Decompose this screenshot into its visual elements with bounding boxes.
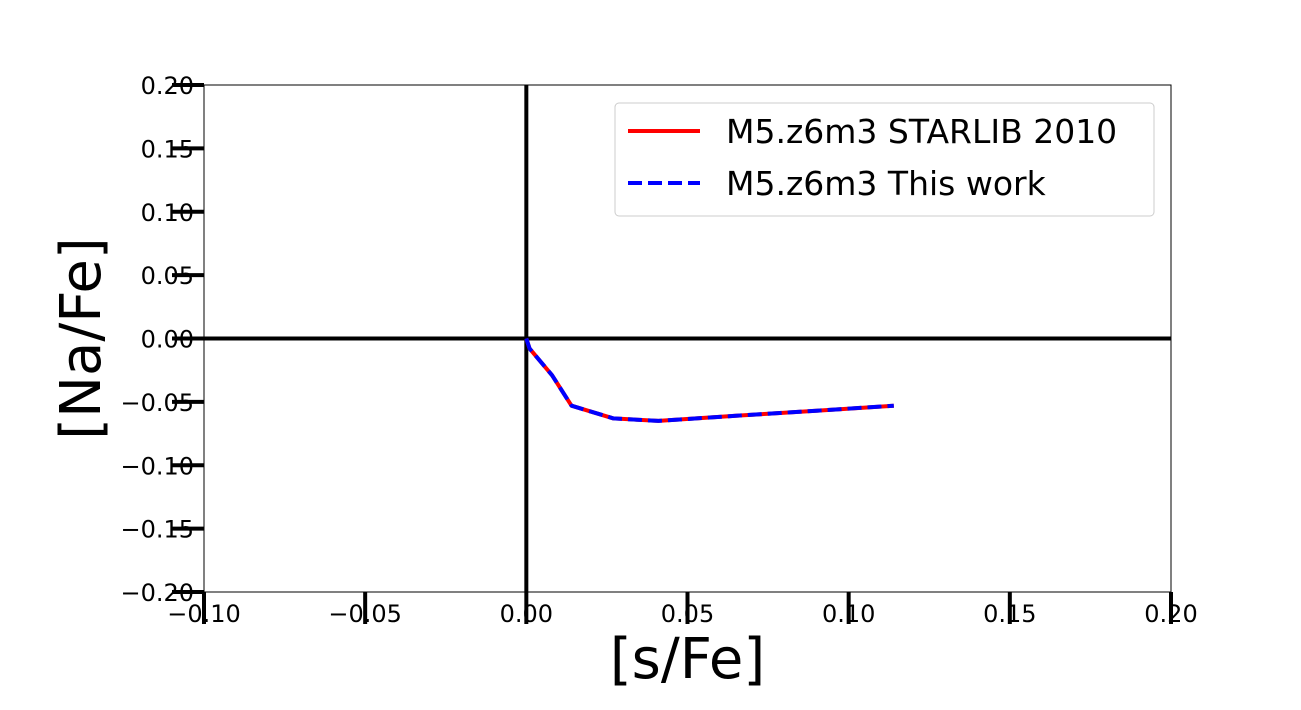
x-axis-label: [s/Fe] (610, 627, 765, 692)
x-tick-label: 0.10 (822, 600, 875, 628)
series-layer (524, 337, 894, 423)
legend-label-2: M5.z6m3 This work (726, 164, 1047, 203)
x-tick-label: −0.10 (167, 600, 241, 628)
legend-box (614, 102, 1155, 217)
x-tick-label: 0.05 (661, 600, 714, 628)
y-tick-label: 0.10 (141, 199, 194, 227)
y-axis-label: [Na/Fe] (49, 237, 114, 439)
series-line-2 (524, 337, 894, 423)
x-axis-ticks: −0.10 −0.05 0.00 0.05 0.10 0.15 0.20 (167, 592, 1198, 628)
y-tick-label: −0.10 (120, 452, 194, 480)
y-tick-label: 0.20 (141, 72, 194, 100)
y-tick-label: 0.00 (141, 326, 194, 354)
y-tick-label: −0.15 (120, 516, 194, 544)
y-tick-label: −0.05 (120, 389, 194, 417)
x-tick-label: −0.05 (328, 600, 402, 628)
y-tick-label: 0.15 (141, 135, 194, 163)
x-tick-label: 0.00 (500, 600, 553, 628)
legend: M5.z6m3 STARLIB 2010 M5.z6m3 This work (614, 102, 1155, 217)
legend-label-1: M5.z6m3 STARLIB 2010 (726, 112, 1117, 151)
x-tick-label: 0.15 (983, 600, 1036, 628)
y-tick-label: 0.05 (141, 262, 194, 290)
y-axis-ticks: −0.20 −0.15 −0.10 −0.05 0.00 0.05 0.10 0.15 0.20 (120, 72, 204, 607)
x-tick-label: 0.20 (1144, 600, 1197, 628)
y-tick-label: −0.20 (120, 579, 194, 607)
